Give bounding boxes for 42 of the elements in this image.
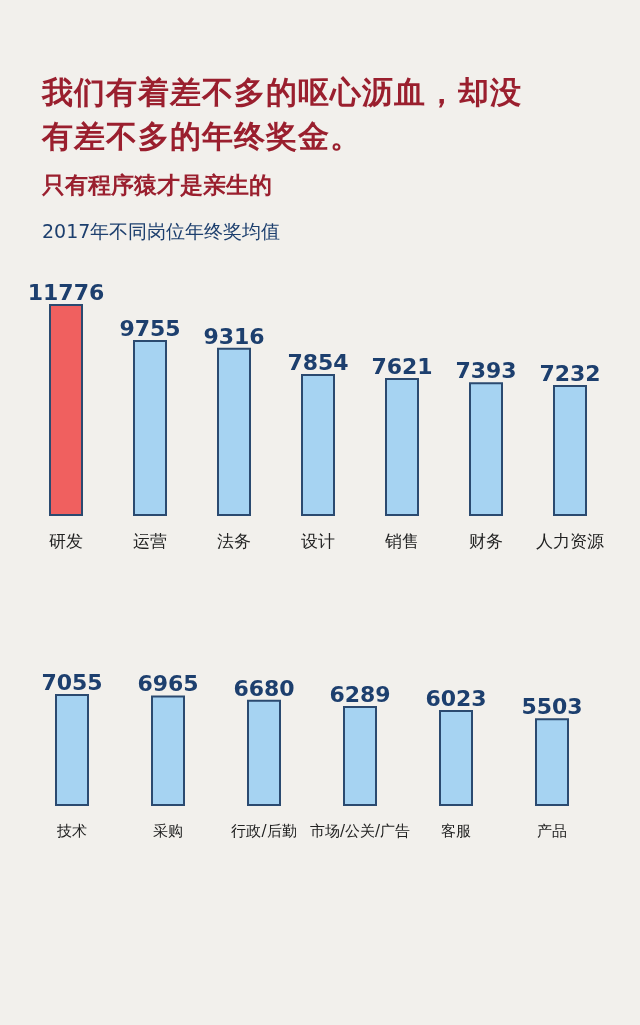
data-label: 6680	[233, 675, 295, 701]
x-tick-label: 客服	[441, 821, 471, 840]
bar	[301, 373, 335, 516]
data-label: 9755	[119, 316, 181, 342]
bar	[217, 347, 251, 516]
data-label: 6289	[329, 681, 391, 707]
bar	[49, 304, 83, 516]
x-tick-label: 财务	[469, 531, 503, 552]
x-tick-label: 行政/后勤	[231, 821, 297, 840]
bar	[151, 695, 185, 806]
data-label: 7055	[41, 670, 103, 695]
bar	[385, 378, 419, 516]
bar	[553, 385, 587, 516]
x-tick-label: 产品	[537, 821, 567, 840]
bar	[439, 710, 473, 806]
chart-subtitle: 只有程序猿才是亲生的	[41, 171, 273, 200]
x-tick-label: 人力资源	[536, 531, 604, 552]
data-label: 7854	[287, 349, 349, 375]
bar	[133, 340, 167, 516]
x-tick-label: 市场/公关/广告	[309, 821, 411, 840]
bar	[247, 699, 281, 806]
chart-title: 我们有着差不多的呕心沥血，却没有差不多的年终奖金。	[40, 73, 523, 156]
data-label: 7232	[539, 361, 601, 387]
bar	[469, 382, 503, 516]
x-tick-label: 法务	[217, 531, 251, 552]
data-label: 6965	[137, 671, 199, 697]
text: 2017年不同岗位年终奖均值	[41, 219, 282, 244]
x-tick-label: 销售	[384, 531, 419, 552]
data-label: 9316	[203, 323, 265, 349]
x-tick-label: 技术	[56, 821, 87, 840]
bar	[55, 694, 89, 806]
data-label: 5503	[521, 694, 583, 720]
x-tick-label: 研发	[49, 531, 83, 552]
data-label: 7621	[371, 354, 433, 380]
x-tick-label: 采购	[153, 821, 183, 840]
bar	[535, 718, 569, 806]
data-label: 11776	[27, 280, 105, 305]
data-label: 6023	[425, 686, 487, 712]
bar	[343, 705, 377, 806]
x-tick-label: 运营	[133, 531, 167, 552]
data-label: 7393	[455, 358, 517, 384]
x-tick-label: 设计	[301, 531, 335, 552]
